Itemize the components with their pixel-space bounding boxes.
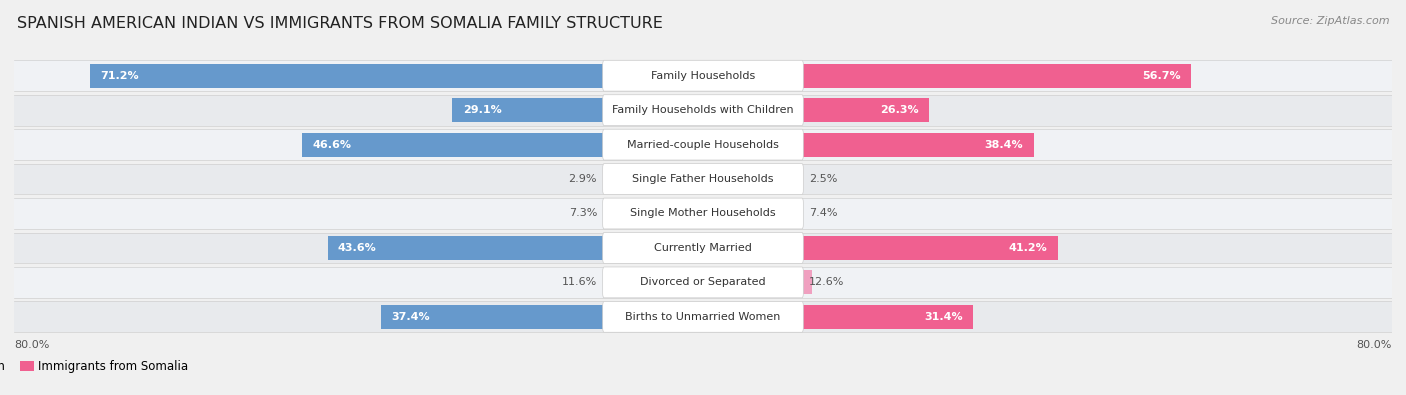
Bar	[302, 133, 703, 156]
Text: Source: ZipAtlas.com: Source: ZipAtlas.com	[1271, 16, 1389, 26]
FancyBboxPatch shape	[603, 129, 803, 160]
Text: 56.7%: 56.7%	[1142, 71, 1181, 81]
Bar	[640, 201, 703, 226]
Text: Single Father Households: Single Father Households	[633, 174, 773, 184]
Bar	[90, 64, 703, 88]
FancyBboxPatch shape	[603, 164, 803, 194]
Text: SPANISH AMERICAN INDIAN VS IMMIGRANTS FROM SOMALIA FAMILY STRUCTURE: SPANISH AMERICAN INDIAN VS IMMIGRANTS FR…	[17, 16, 662, 31]
FancyBboxPatch shape	[603, 60, 803, 91]
Text: Currently Married: Currently Married	[654, 243, 752, 253]
Text: 80.0%: 80.0%	[14, 340, 49, 350]
FancyBboxPatch shape	[14, 164, 1392, 194]
Bar	[703, 201, 766, 226]
Text: 80.0%: 80.0%	[1357, 340, 1392, 350]
Text: 12.6%: 12.6%	[808, 277, 844, 288]
Bar	[603, 271, 703, 294]
Bar	[453, 98, 703, 122]
FancyBboxPatch shape	[603, 95, 803, 126]
Text: 43.6%: 43.6%	[337, 243, 377, 253]
Text: 29.1%: 29.1%	[463, 105, 502, 115]
Bar	[703, 167, 724, 191]
Text: 2.9%: 2.9%	[568, 174, 598, 184]
FancyBboxPatch shape	[603, 233, 803, 263]
Text: 38.4%: 38.4%	[984, 139, 1024, 150]
Bar	[703, 236, 1057, 260]
Legend: Spanish American Indian, Immigrants from Somalia: Spanish American Indian, Immigrants from…	[0, 355, 193, 378]
Text: Single Mother Households: Single Mother Households	[630, 209, 776, 218]
Text: Married-couple Households: Married-couple Households	[627, 139, 779, 150]
FancyBboxPatch shape	[14, 198, 1392, 229]
Text: Family Households: Family Households	[651, 71, 755, 81]
FancyBboxPatch shape	[14, 301, 1392, 332]
Text: 46.6%: 46.6%	[312, 139, 352, 150]
Text: 2.5%: 2.5%	[808, 174, 838, 184]
Text: Divorced or Separated: Divorced or Separated	[640, 277, 766, 288]
Bar	[703, 133, 1033, 156]
Bar	[678, 167, 703, 191]
Text: 11.6%: 11.6%	[562, 277, 598, 288]
FancyBboxPatch shape	[603, 267, 803, 298]
Bar	[703, 271, 811, 294]
Text: 26.3%: 26.3%	[880, 105, 920, 115]
Text: 37.4%: 37.4%	[391, 312, 430, 322]
Text: Births to Unmarried Women: Births to Unmarried Women	[626, 312, 780, 322]
FancyBboxPatch shape	[14, 233, 1392, 263]
Text: Family Households with Children: Family Households with Children	[612, 105, 794, 115]
Text: 31.4%: 31.4%	[925, 312, 963, 322]
Text: 71.2%: 71.2%	[100, 71, 139, 81]
FancyBboxPatch shape	[14, 129, 1392, 160]
FancyBboxPatch shape	[14, 267, 1392, 298]
Bar	[703, 98, 929, 122]
Bar	[703, 64, 1191, 88]
FancyBboxPatch shape	[14, 60, 1392, 91]
FancyBboxPatch shape	[603, 301, 803, 332]
Text: 7.4%: 7.4%	[808, 209, 838, 218]
Text: 7.3%: 7.3%	[568, 209, 598, 218]
Bar	[381, 305, 703, 329]
FancyBboxPatch shape	[14, 95, 1392, 126]
FancyBboxPatch shape	[603, 198, 803, 229]
Bar	[328, 236, 703, 260]
Text: 41.2%: 41.2%	[1008, 243, 1047, 253]
Bar	[703, 305, 973, 329]
